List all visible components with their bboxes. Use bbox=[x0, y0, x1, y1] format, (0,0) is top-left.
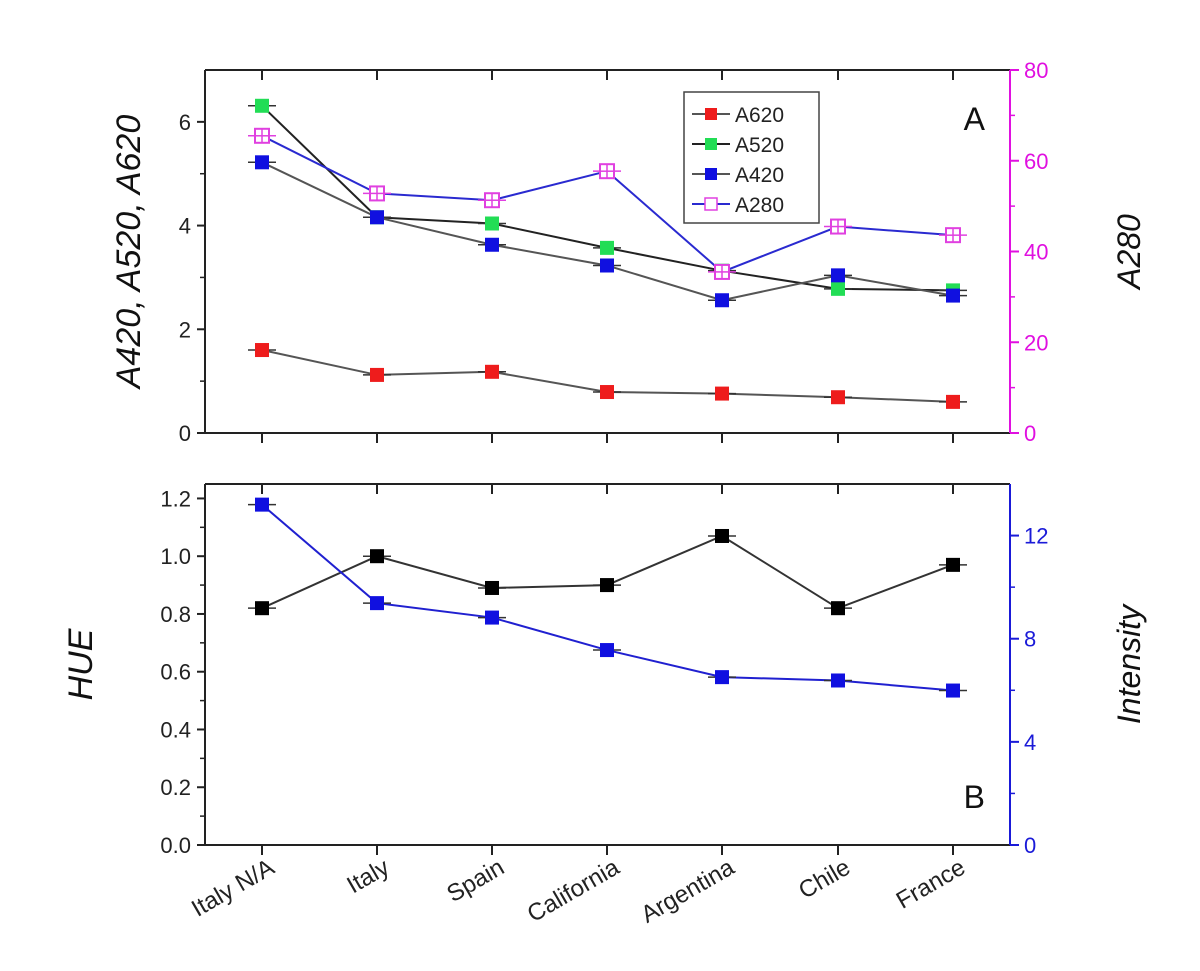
data-point bbox=[370, 596, 384, 611]
legend-marker bbox=[705, 138, 717, 150]
y-tick-label: 6 bbox=[179, 110, 191, 135]
y-tick-label: 0.2 bbox=[160, 775, 191, 800]
data-point bbox=[831, 601, 845, 616]
data-point bbox=[946, 557, 960, 572]
series-line bbox=[261, 534, 954, 610]
y-tick-label: 2 bbox=[179, 317, 191, 342]
data-point bbox=[370, 549, 384, 564]
legend-marker bbox=[705, 168, 717, 180]
data-point bbox=[485, 580, 499, 595]
y-right-tick-label: 80 bbox=[1024, 58, 1048, 83]
data-point bbox=[485, 364, 499, 379]
y-tick-label: 1.0 bbox=[160, 544, 191, 569]
y-tick-label: 4 bbox=[179, 214, 191, 239]
y-right-tick-label: 0 bbox=[1024, 421, 1036, 446]
data-point bbox=[600, 240, 614, 255]
data-point bbox=[485, 216, 499, 231]
x-tick-label: France bbox=[892, 854, 970, 915]
data-point bbox=[715, 386, 729, 401]
y-tick-label: 1.2 bbox=[160, 486, 191, 511]
series-a620 bbox=[248, 343, 967, 409]
legend: A620 A520 A420 A280 bbox=[683, 91, 820, 224]
legend-label: A520 bbox=[735, 134, 784, 157]
data-point bbox=[600, 385, 614, 400]
y-right-tick-label: 40 bbox=[1024, 240, 1048, 265]
legend-label: A280 bbox=[735, 194, 784, 217]
data-point bbox=[946, 288, 960, 303]
data-point bbox=[485, 237, 499, 252]
x-tick-label: Spain bbox=[442, 854, 509, 908]
x-tick-label: Italy bbox=[342, 854, 394, 899]
series-intensity bbox=[248, 497, 967, 698]
data-point bbox=[600, 258, 614, 273]
panel-label: A bbox=[964, 101, 986, 137]
y-right-axis-title: Intensity bbox=[1111, 603, 1147, 724]
data-point bbox=[715, 670, 729, 685]
x-tick-label: Argentina bbox=[637, 853, 740, 928]
data-point bbox=[600, 578, 614, 593]
data-point bbox=[831, 673, 845, 688]
series-line bbox=[261, 503, 954, 692]
series-hue bbox=[248, 528, 967, 616]
panel-label: B bbox=[964, 779, 985, 815]
data-point bbox=[831, 268, 845, 283]
data-point bbox=[831, 390, 845, 405]
data-point bbox=[370, 367, 384, 382]
legend-label: A620 bbox=[735, 104, 784, 127]
y-right-tick-label: 20 bbox=[1024, 330, 1048, 355]
y-tick-label: 0.4 bbox=[160, 717, 191, 742]
y-right-tick-label: 4 bbox=[1024, 730, 1036, 755]
data-point bbox=[831, 281, 845, 296]
y-tick-label: 0 bbox=[179, 421, 191, 446]
y-right-tick-label: 0 bbox=[1024, 833, 1036, 858]
y-tick-label: 0.6 bbox=[160, 660, 191, 685]
data-point bbox=[715, 293, 729, 308]
data-point bbox=[600, 643, 614, 658]
data-point bbox=[715, 528, 729, 543]
y-axis-title: A420, A520, A620 bbox=[110, 115, 148, 391]
data-point bbox=[255, 98, 269, 113]
panel-b: 0.0 0.2 0.4 0.6 0.8 1.0 1.2 0 4 8 12 HUE Intensity B bbox=[62, 483, 1147, 858]
x-tick-label: Chile bbox=[794, 854, 855, 905]
data-point bbox=[485, 610, 499, 625]
data-point bbox=[370, 210, 384, 225]
y-right-tick-label: 60 bbox=[1024, 149, 1048, 174]
series-a420 bbox=[248, 155, 967, 308]
data-point bbox=[255, 343, 269, 358]
data-point bbox=[946, 394, 960, 409]
series-line bbox=[261, 161, 954, 302]
legend-marker bbox=[705, 108, 717, 120]
legend-label: A420 bbox=[735, 164, 784, 187]
data-point bbox=[946, 683, 960, 698]
y-right-tick-label: 8 bbox=[1024, 627, 1036, 652]
x-tick-label: Italy N/A bbox=[187, 854, 279, 923]
y-right-tick-label: 12 bbox=[1024, 524, 1048, 549]
data-point bbox=[255, 497, 269, 512]
series-a280 bbox=[248, 127, 967, 280]
y-right-axis-title: A280 bbox=[1111, 214, 1147, 291]
y-axis-title: HUE bbox=[62, 628, 100, 700]
data-point bbox=[255, 155, 269, 170]
y-tick-label: 0.8 bbox=[160, 602, 191, 627]
x-tick-label: California bbox=[523, 853, 625, 927]
y-tick-label: 0.0 bbox=[160, 833, 191, 858]
data-point bbox=[255, 601, 269, 616]
legend-marker bbox=[704, 197, 718, 211]
